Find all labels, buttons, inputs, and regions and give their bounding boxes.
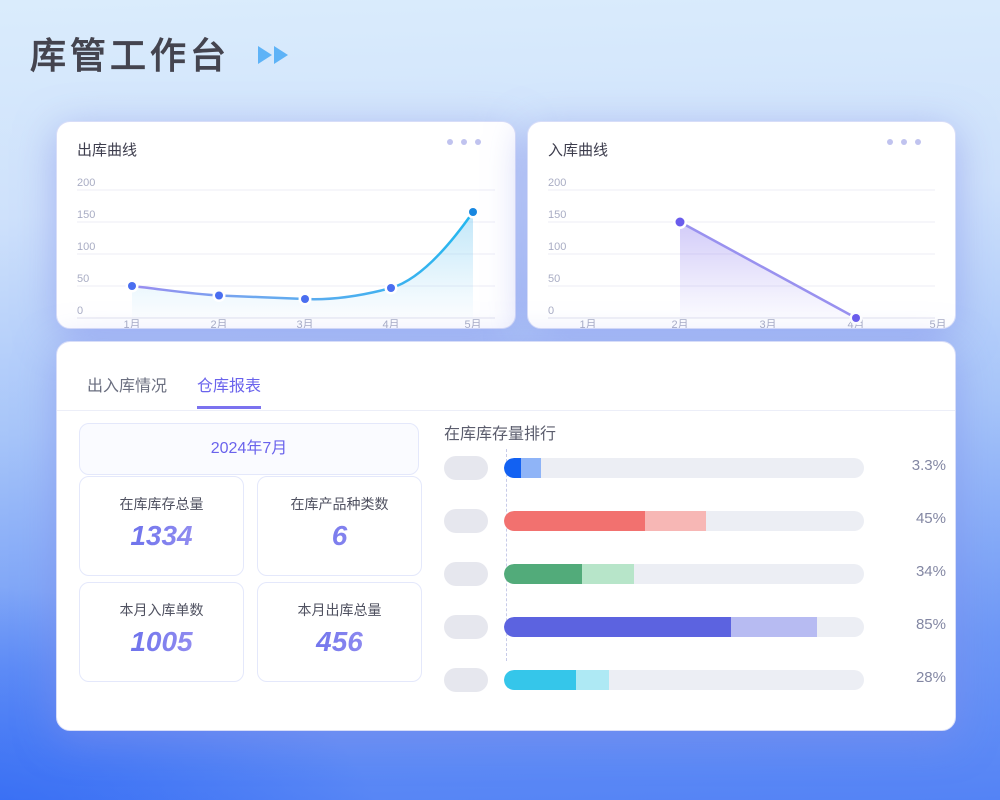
svg-text:0: 0 xyxy=(548,305,554,317)
svg-text:100: 100 xyxy=(548,241,566,253)
svg-text:1月: 1月 xyxy=(123,319,140,328)
svg-text:4月: 4月 xyxy=(382,319,399,328)
svg-text:3月: 3月 xyxy=(759,319,776,328)
svg-text:2月: 2月 xyxy=(210,319,227,328)
svg-text:150: 150 xyxy=(548,209,566,221)
svg-text:200: 200 xyxy=(77,177,95,189)
svg-text:0: 0 xyxy=(77,305,83,317)
svg-text:50: 50 xyxy=(548,273,560,285)
svg-text:3月: 3月 xyxy=(296,319,313,328)
svg-text:5月: 5月 xyxy=(464,319,481,328)
svg-text:150: 150 xyxy=(77,209,95,221)
svg-text:2月: 2月 xyxy=(671,319,688,328)
svg-text:1月: 1月 xyxy=(579,319,596,328)
svg-text:50: 50 xyxy=(77,273,89,285)
svg-text:200: 200 xyxy=(548,177,566,189)
svg-text:5月: 5月 xyxy=(929,319,946,328)
svg-text:100: 100 xyxy=(77,241,95,253)
